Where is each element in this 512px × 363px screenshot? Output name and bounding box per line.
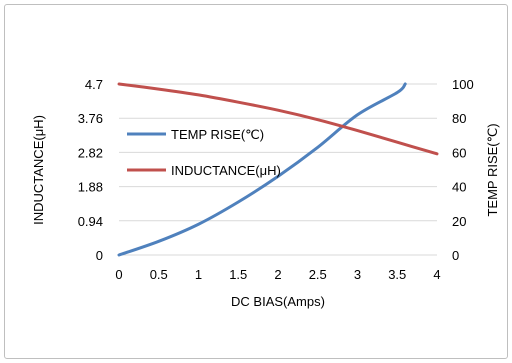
y-left-tick-label: 0 xyxy=(96,248,103,263)
y-right-tick-label: 20 xyxy=(452,214,466,229)
y-left-tick-label: 4.7 xyxy=(85,77,103,92)
y-right-tick-label: 80 xyxy=(452,111,466,126)
y-right-tick-label: 0 xyxy=(452,248,459,263)
legend-label-temp-rise: TEMP RISE(℃) xyxy=(171,127,264,142)
y-right-tick-label: 60 xyxy=(452,145,466,160)
x-axis-title: DC BIAS(Amps) xyxy=(231,294,325,309)
y-left-tick-label: 0.94 xyxy=(78,214,103,229)
series-lines xyxy=(117,82,439,257)
y-right-tick-label: 100 xyxy=(452,77,474,92)
gridlines xyxy=(119,83,437,256)
y-right-tick-label: 40 xyxy=(452,180,466,195)
y-left-axis-title: INDUCTANCE(μH) xyxy=(31,115,46,225)
y-left-tick-label: 1.88 xyxy=(78,180,103,195)
x-tick-label: 0.5 xyxy=(150,267,168,282)
x-tick-label: 4 xyxy=(433,267,440,282)
legend-label-inductance: INDUCTANCE(μH) xyxy=(171,163,281,178)
y-left-tick-label: 2.82 xyxy=(78,145,103,160)
x-tick-label: 1 xyxy=(195,267,202,282)
y-left-tick-label: 3.76 xyxy=(78,111,103,126)
x-tick-label: 2 xyxy=(274,267,281,282)
series-line-temp-rise xyxy=(117,82,407,257)
chart-frame xyxy=(4,4,508,359)
y-left-tick-labels: 0 0.94 1.88 2.82 3.76 4.7 xyxy=(78,77,103,263)
legend: TEMP RISE(℃) INDUCTANCE(μH) xyxy=(127,127,281,178)
series-line-inductance xyxy=(117,82,439,156)
y-right-tick-labels: 0 20 40 60 80 100 xyxy=(452,77,474,263)
y-right-axis-title: TEMP RISE(℃) xyxy=(485,123,500,216)
x-tick-label: 2.5 xyxy=(309,267,327,282)
x-tick-label: 1.5 xyxy=(229,267,247,282)
x-tick-label: 3.5 xyxy=(388,267,406,282)
x-tick-label: 0 xyxy=(115,267,122,282)
x-tick-labels: 0 0.5 1 1.5 2 2.5 3 3.5 4 xyxy=(115,267,440,282)
x-tick-label: 3 xyxy=(354,267,361,282)
